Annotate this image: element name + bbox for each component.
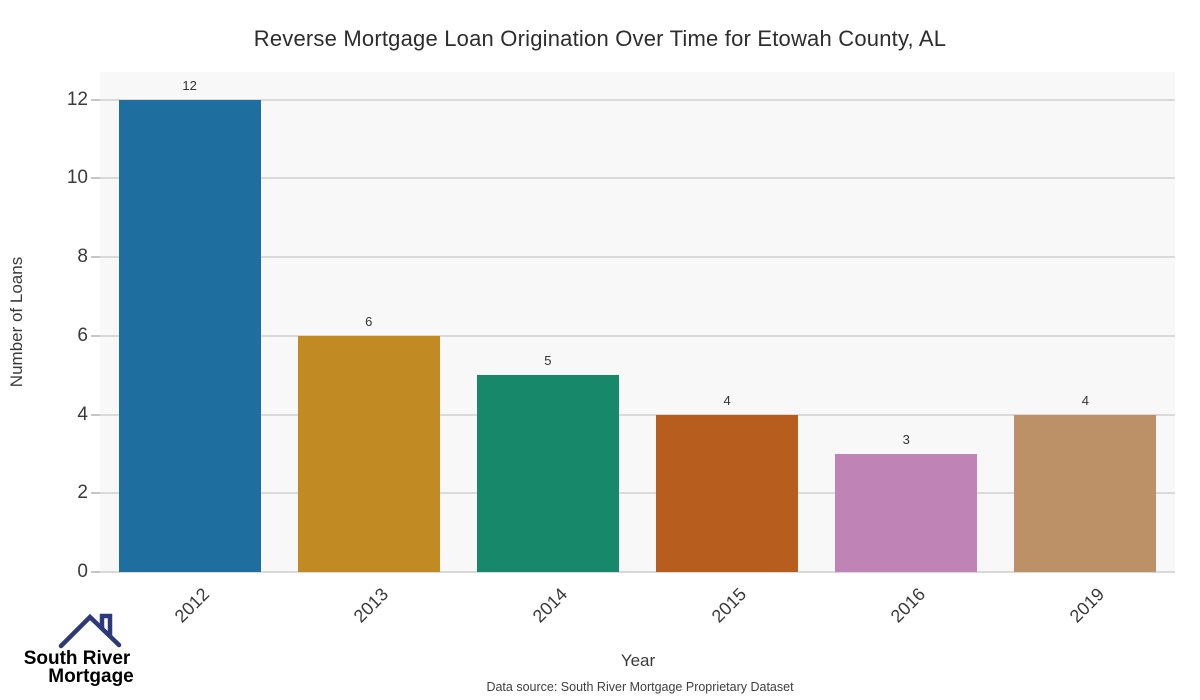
y-tick-label-2: 2 [77,482,88,504]
gridline-y-10 [100,177,1175,180]
y-tick-label-8: 8 [77,246,88,268]
y-tick-mark-6 [91,334,100,337]
bar-value-label-2019: 4 [1081,392,1090,408]
y-tick-label-0: 0 [77,561,88,582]
house-roof-icon [58,613,122,649]
logo-text-south-river: South River [23,648,131,669]
gridline-y-4 [100,413,1175,416]
y-tick-mark-10 [91,177,100,180]
bar-2014 [476,375,619,572]
bar-value-label-2015: 4 [723,392,731,408]
x-tick-label-2016: 2016 [886,584,930,627]
y-tick-label-12: 12 [66,88,88,110]
bar-2019 [1014,414,1157,572]
x-tick-label-2019: 2019 [1066,584,1109,627]
y-tick-mark-4 [91,413,100,416]
y-tick-label-10: 10 [66,167,88,189]
gridline-y-8 [100,256,1175,259]
y-tick-mark-8 [91,256,100,259]
bar-value-label-2014: 5 [544,353,552,369]
bar-2015 [656,414,799,572]
x-tick-label-2015: 2015 [707,584,751,627]
gridline-y-2 [100,492,1175,495]
chart-title: Reverse Mortgage Loan Origination Over T… [253,26,947,51]
x-axis-title: Year [620,651,656,670]
y-tick-mark-0 [91,571,100,573]
gridline-y-6 [100,334,1175,337]
y-tick-label-6: 6 [77,324,88,346]
y-tick-label-4: 4 [77,403,88,425]
south-river-mortgage-logo: South River Mortgage [14,610,144,687]
gridline-y-12 [100,98,1175,101]
y-tick-mark-12 [91,98,100,101]
bar-2012 [118,99,261,572]
bar-2013 [297,335,440,572]
x-tick-label-2012: 2012 [170,584,213,627]
bar-value-label-2013: 6 [365,313,373,329]
bar-value-label-2016: 3 [902,431,910,447]
bar-value-label-2012: 12 [182,77,197,93]
gridline-y-0 [100,571,1175,573]
x-tick-label-2014: 2014 [528,584,572,627]
x-tick-label-2013: 2013 [349,584,392,627]
y-tick-mark-2 [91,492,100,495]
logo-text-mortgage: Mortgage [48,666,134,687]
data-source-note: Data source: South River Mortgage Propri… [486,680,794,694]
bar-2016 [835,453,978,572]
plot-area: 12 6 5 4 3 4 [91,72,1175,573]
